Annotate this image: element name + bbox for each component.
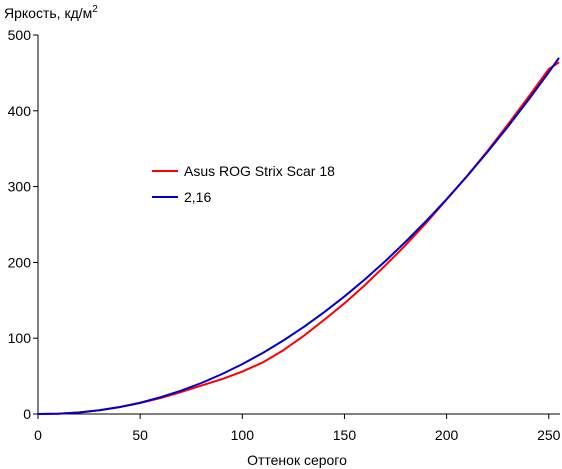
- series-line-1: [37, 61, 560, 415]
- series-line-2: [37, 57, 560, 415]
- x-tick-label: 200: [435, 427, 459, 443]
- series-layer: [37, 57, 560, 415]
- y-axis-title: Яркость, кд/м2: [4, 4, 98, 21]
- y-tick-label: 300: [8, 179, 32, 195]
- x-tick-label: 100: [231, 427, 255, 443]
- y-axis-title-text: Яркость, кд/м: [4, 5, 92, 21]
- y-axis-title-superscript: 2: [92, 4, 98, 15]
- y-tick-label: 0: [23, 406, 31, 422]
- y-tick-label: 400: [8, 103, 32, 119]
- x-tick-label: 250: [537, 427, 561, 443]
- y-tick-label: 200: [8, 254, 32, 270]
- y-tick-label: 100: [8, 330, 32, 346]
- x-tick-label: 0: [34, 427, 42, 443]
- legend: Asus ROG Strix Scar 18 2,16: [152, 163, 335, 205]
- x-tick-label: 150: [333, 427, 357, 443]
- axes: 0 100 200 300 400 500 0 50 100 150 200 250: [8, 27, 561, 443]
- y-tick-label: 500: [8, 27, 32, 43]
- legend-label-1: Asus ROG Strix Scar 18: [184, 163, 335, 179]
- legend-label-2: 2,16: [184, 189, 211, 205]
- x-axis-title: Оттенок серого: [247, 452, 347, 468]
- x-tick-label: 50: [132, 427, 148, 443]
